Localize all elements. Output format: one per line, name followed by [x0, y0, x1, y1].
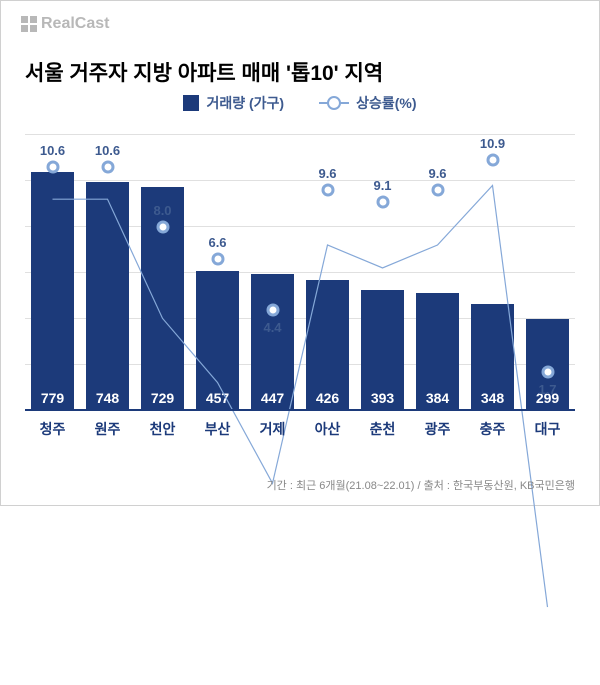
bar-slot: 748 [80, 135, 135, 411]
bar-slot: 299 [520, 135, 575, 411]
x-axis-label: 청주 [25, 415, 80, 441]
bar-slot: 393 [355, 135, 410, 411]
chart-title: 서울 거주자 지방 아파트 매매 '톱10' 지역 [25, 57, 383, 87]
bar-value-label: 393 [371, 390, 394, 411]
x-axis-label: 충주 [465, 415, 520, 441]
bar: 393 [361, 290, 404, 411]
bar-slot: 779 [25, 135, 80, 411]
legend-line-label: 상승률(%) [356, 93, 416, 113]
logo-text: RealCast [41, 15, 109, 33]
bar-slot: 348 [465, 135, 520, 411]
legend-bar-item: 거래량 (가구) [183, 93, 284, 113]
bar: 748 [86, 182, 129, 411]
baseline [25, 409, 575, 411]
x-axis-label: 대구 [520, 415, 575, 441]
bar: 348 [471, 304, 514, 411]
bar-value-label: 729 [151, 390, 174, 411]
x-axis-label: 광주 [410, 415, 465, 441]
bar: 779 [31, 172, 74, 411]
bar-slot: 447 [245, 135, 300, 411]
bar-value-label: 779 [41, 390, 64, 411]
x-axis-label: 춘천 [355, 415, 410, 441]
bar: 299 [526, 319, 569, 411]
x-axis-label: 아산 [300, 415, 355, 441]
x-axis-label: 거제 [245, 415, 300, 441]
bar-slot: 426 [300, 135, 355, 411]
chart-area: 779748729457447426393384348299 10.610.68… [25, 121, 575, 441]
bar-slot: 384 [410, 135, 465, 411]
logo: RealCast [21, 15, 109, 33]
bar: 729 [141, 187, 184, 411]
bar-slot: 729 [135, 135, 190, 411]
legend: 거래량 (가구) 상승률(%) [1, 93, 599, 113]
bar-value-label: 299 [536, 390, 559, 411]
legend-bar-swatch [183, 95, 199, 111]
x-axis-label: 원주 [80, 415, 135, 441]
bar-value-label: 748 [96, 390, 119, 411]
footer-text: 기간 : 최근 6개월(21.08~22.01) / 출처 : 한국부동산원, … [267, 477, 575, 493]
legend-line-swatch [319, 102, 349, 104]
bar: 426 [306, 280, 349, 411]
x-axis-label: 부산 [190, 415, 245, 441]
legend-line-item: 상승률(%) [319, 93, 416, 113]
bar-slot: 457 [190, 135, 245, 411]
bar: 447 [251, 274, 294, 411]
logo-icon [21, 16, 37, 32]
bar-value-label: 384 [426, 390, 449, 411]
bar: 384 [416, 293, 459, 411]
x-labels: 청주원주천안부산거제아산춘천광주충주대구 [25, 415, 575, 441]
bar: 457 [196, 271, 239, 411]
legend-bar-label: 거래량 (가구) [206, 93, 284, 113]
bars-container: 779 748 729 457 447 426 393 384 348 299 [25, 135, 575, 411]
bar-value-label: 426 [316, 390, 339, 411]
bar-value-label: 457 [206, 390, 229, 411]
bar-value-label: 348 [481, 390, 504, 411]
x-axis-label: 천안 [135, 415, 190, 441]
bar-value-label: 447 [261, 390, 284, 411]
plot: 779748729457447426393384348299 10.610.68… [25, 135, 575, 411]
